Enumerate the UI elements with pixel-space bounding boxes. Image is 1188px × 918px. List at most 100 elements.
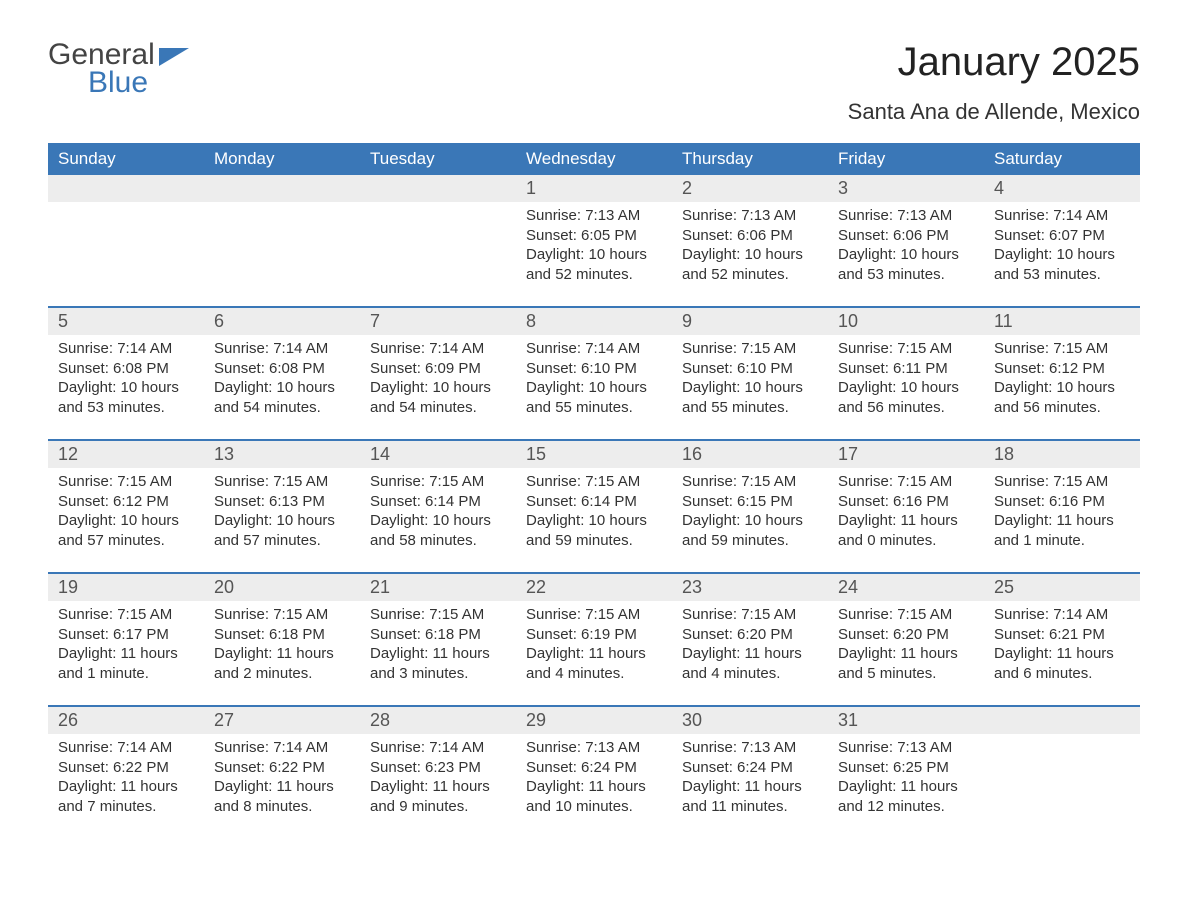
- sunrise-text: Sunrise: 7:15 AM: [370, 605, 506, 625]
- day-cell: [204, 202, 360, 306]
- sunrise-text: Sunrise: 7:15 AM: [58, 605, 194, 625]
- daylight-text: Daylight: 11 hours and 8 minutes.: [214, 777, 350, 816]
- page-title: January 2025: [848, 40, 1140, 85]
- location-subtitle: Santa Ana de Allende, Mexico: [848, 99, 1140, 125]
- sunrise-text: Sunrise: 7:14 AM: [214, 339, 350, 359]
- sunset-text: Sunset: 6:22 PM: [214, 758, 350, 778]
- sunset-text: Sunset: 6:13 PM: [214, 492, 350, 512]
- day-number: 13: [204, 441, 360, 468]
- daylight-text: Daylight: 10 hours and 53 minutes.: [838, 245, 974, 284]
- daylight-text: Daylight: 10 hours and 52 minutes.: [526, 245, 662, 284]
- sunrise-text: Sunrise: 7:14 AM: [214, 738, 350, 758]
- day-cell: Sunrise: 7:14 AMSunset: 6:10 PMDaylight:…: [516, 335, 672, 439]
- daylight-text: Daylight: 11 hours and 1 minute.: [994, 511, 1130, 550]
- day-number: [48, 175, 204, 202]
- sunset-text: Sunset: 6:19 PM: [526, 625, 662, 645]
- calendar-week: 12131415161718Sunrise: 7:15 AMSunset: 6:…: [48, 439, 1140, 572]
- daylight-text: Daylight: 11 hours and 10 minutes.: [526, 777, 662, 816]
- day-cell: Sunrise: 7:15 AMSunset: 6:16 PMDaylight:…: [984, 468, 1140, 572]
- day-header-row: Sunday Monday Tuesday Wednesday Thursday…: [48, 143, 1140, 175]
- sunset-text: Sunset: 6:20 PM: [682, 625, 818, 645]
- day-cell: Sunrise: 7:15 AMSunset: 6:15 PMDaylight:…: [672, 468, 828, 572]
- daylight-text: Daylight: 10 hours and 54 minutes.: [214, 378, 350, 417]
- sunset-text: Sunset: 6:11 PM: [838, 359, 974, 379]
- day-number-row: 567891011: [48, 308, 1140, 335]
- day-number: 1: [516, 175, 672, 202]
- logo-flag-icon: [159, 48, 189, 66]
- day-cell: Sunrise: 7:15 AMSunset: 6:14 PMDaylight:…: [360, 468, 516, 572]
- day-header-saturday: Saturday: [984, 143, 1140, 175]
- sunrise-text: Sunrise: 7:14 AM: [58, 738, 194, 758]
- day-number: 16: [672, 441, 828, 468]
- sunrise-text: Sunrise: 7:15 AM: [526, 472, 662, 492]
- calendar: Sunday Monday Tuesday Wednesday Thursday…: [48, 143, 1140, 838]
- daylight-text: Daylight: 10 hours and 53 minutes.: [994, 245, 1130, 284]
- sunset-text: Sunset: 6:14 PM: [370, 492, 506, 512]
- day-number: 6: [204, 308, 360, 335]
- sunset-text: Sunset: 6:21 PM: [994, 625, 1130, 645]
- sunrise-text: Sunrise: 7:13 AM: [526, 206, 662, 226]
- day-cell: Sunrise: 7:15 AMSunset: 6:16 PMDaylight:…: [828, 468, 984, 572]
- sunrise-text: Sunrise: 7:15 AM: [58, 472, 194, 492]
- day-number: 12: [48, 441, 204, 468]
- day-number-row: 1234: [48, 175, 1140, 202]
- daylight-text: Daylight: 10 hours and 55 minutes.: [526, 378, 662, 417]
- daylight-text: Daylight: 11 hours and 2 minutes.: [214, 644, 350, 683]
- day-cell: Sunrise: 7:14 AMSunset: 6:07 PMDaylight:…: [984, 202, 1140, 306]
- calendar-week: 19202122232425Sunrise: 7:15 AMSunset: 6:…: [48, 572, 1140, 705]
- day-header-tuesday: Tuesday: [360, 143, 516, 175]
- sunset-text: Sunset: 6:15 PM: [682, 492, 818, 512]
- day-cell: Sunrise: 7:13 AMSunset: 6:06 PMDaylight:…: [672, 202, 828, 306]
- sunrise-text: Sunrise: 7:15 AM: [214, 605, 350, 625]
- sunrise-text: Sunrise: 7:13 AM: [838, 206, 974, 226]
- day-cell: Sunrise: 7:15 AMSunset: 6:10 PMDaylight:…: [672, 335, 828, 439]
- day-cell: Sunrise: 7:13 AMSunset: 6:06 PMDaylight:…: [828, 202, 984, 306]
- day-number: 5: [48, 308, 204, 335]
- day-cell: Sunrise: 7:14 AMSunset: 6:08 PMDaylight:…: [204, 335, 360, 439]
- sunset-text: Sunset: 6:12 PM: [994, 359, 1130, 379]
- day-number: 7: [360, 308, 516, 335]
- sunrise-text: Sunrise: 7:15 AM: [214, 472, 350, 492]
- sunrise-text: Sunrise: 7:15 AM: [370, 472, 506, 492]
- day-number: 24: [828, 574, 984, 601]
- sunrise-text: Sunrise: 7:15 AM: [682, 605, 818, 625]
- day-cell: Sunrise: 7:15 AMSunset: 6:17 PMDaylight:…: [48, 601, 204, 705]
- day-number: [984, 707, 1140, 734]
- day-number-row: 19202122232425: [48, 574, 1140, 601]
- day-header-wednesday: Wednesday: [516, 143, 672, 175]
- sunset-text: Sunset: 6:20 PM: [838, 625, 974, 645]
- day-cell: Sunrise: 7:15 AMSunset: 6:13 PMDaylight:…: [204, 468, 360, 572]
- weeks-container: 1234Sunrise: 7:13 AMSunset: 6:05 PMDayli…: [48, 175, 1140, 838]
- day-header-thursday: Thursday: [672, 143, 828, 175]
- day-number: 28: [360, 707, 516, 734]
- day-cell: Sunrise: 7:13 AMSunset: 6:24 PMDaylight:…: [516, 734, 672, 838]
- sunset-text: Sunset: 6:10 PM: [682, 359, 818, 379]
- daylight-text: Daylight: 11 hours and 11 minutes.: [682, 777, 818, 816]
- calendar-week: 567891011Sunrise: 7:14 AMSunset: 6:08 PM…: [48, 306, 1140, 439]
- day-number: 31: [828, 707, 984, 734]
- day-number: 11: [984, 308, 1140, 335]
- sunset-text: Sunset: 6:18 PM: [214, 625, 350, 645]
- sunset-text: Sunset: 6:09 PM: [370, 359, 506, 379]
- sunrise-text: Sunrise: 7:14 AM: [58, 339, 194, 359]
- sunrise-text: Sunrise: 7:15 AM: [994, 339, 1130, 359]
- daylight-text: Daylight: 11 hours and 0 minutes.: [838, 511, 974, 550]
- day-number: 30: [672, 707, 828, 734]
- day-number: 18: [984, 441, 1140, 468]
- day-cell: [48, 202, 204, 306]
- sunrise-text: Sunrise: 7:15 AM: [838, 605, 974, 625]
- day-cell: Sunrise: 7:15 AMSunset: 6:18 PMDaylight:…: [360, 601, 516, 705]
- sunrise-text: Sunrise: 7:15 AM: [682, 472, 818, 492]
- sunset-text: Sunset: 6:23 PM: [370, 758, 506, 778]
- calendar-week: 262728293031Sunrise: 7:14 AMSunset: 6:22…: [48, 705, 1140, 838]
- daylight-text: Daylight: 10 hours and 56 minutes.: [994, 378, 1130, 417]
- day-number-row: 262728293031: [48, 707, 1140, 734]
- daylight-text: Daylight: 10 hours and 53 minutes.: [58, 378, 194, 417]
- day-number: 4: [984, 175, 1140, 202]
- sunrise-text: Sunrise: 7:13 AM: [682, 738, 818, 758]
- daylight-text: Daylight: 10 hours and 55 minutes.: [682, 378, 818, 417]
- day-cell: Sunrise: 7:15 AMSunset: 6:12 PMDaylight:…: [984, 335, 1140, 439]
- day-cell: Sunrise: 7:14 AMSunset: 6:22 PMDaylight:…: [204, 734, 360, 838]
- day-cell: Sunrise: 7:15 AMSunset: 6:20 PMDaylight:…: [828, 601, 984, 705]
- day-number: 3: [828, 175, 984, 202]
